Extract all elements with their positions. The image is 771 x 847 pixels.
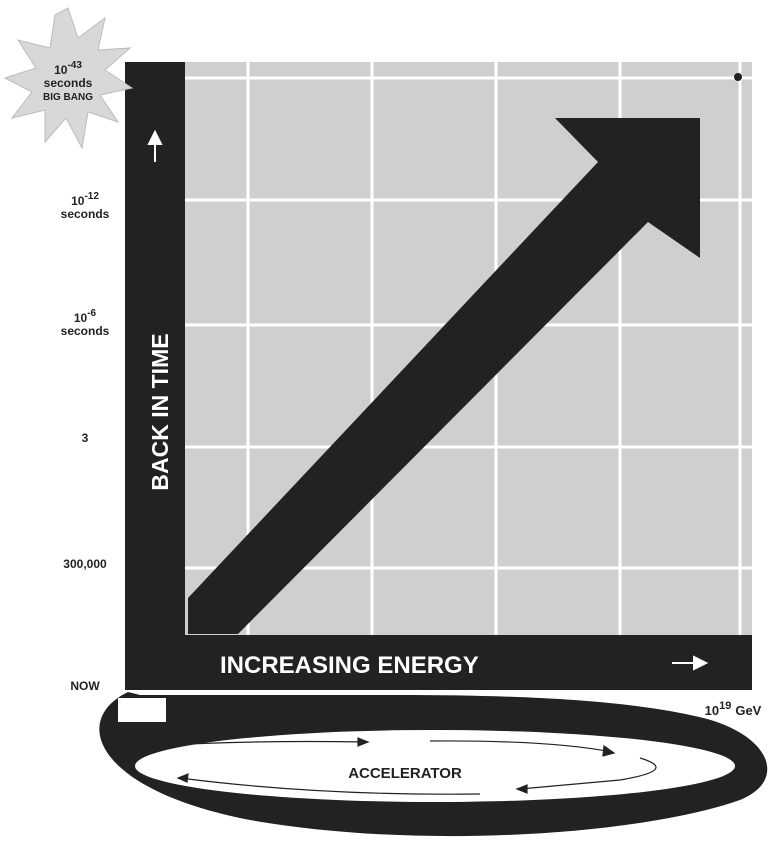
unit: seconds — [61, 324, 110, 338]
label-box — [118, 698, 166, 722]
horizontal-title: INCREASING ENERGY — [220, 652, 479, 679]
endpoint-dot — [734, 73, 742, 81]
unit: seconds — [44, 76, 93, 90]
diagram: BACK IN TIME INCREASING ENERGY 10-43seco… — [0, 0, 771, 847]
label: 10-6 — [74, 308, 97, 325]
label: 10-12 — [71, 191, 99, 208]
exponent: -6 — [87, 308, 96, 319]
time-label: NOW — [70, 679, 100, 693]
big-bang-label: BIG BANG — [43, 92, 93, 103]
base: 10 — [71, 194, 85, 208]
accelerator-label: ACCELERATOR — [348, 765, 462, 782]
exponent: -43 — [67, 60, 82, 71]
label: 1019 GeV — [705, 700, 762, 718]
unit: seconds — [61, 207, 110, 221]
time-label: 300,000 — [63, 557, 107, 571]
base: 10 — [54, 63, 68, 77]
exponent: 19 — [719, 700, 731, 712]
vertical-title: BACK IN TIME — [147, 333, 173, 490]
unit: GeV — [735, 703, 761, 718]
base: 10 — [705, 703, 719, 718]
base: 10 — [74, 311, 88, 325]
exponent: -12 — [84, 191, 99, 202]
time-label: 3 — [82, 431, 89, 445]
